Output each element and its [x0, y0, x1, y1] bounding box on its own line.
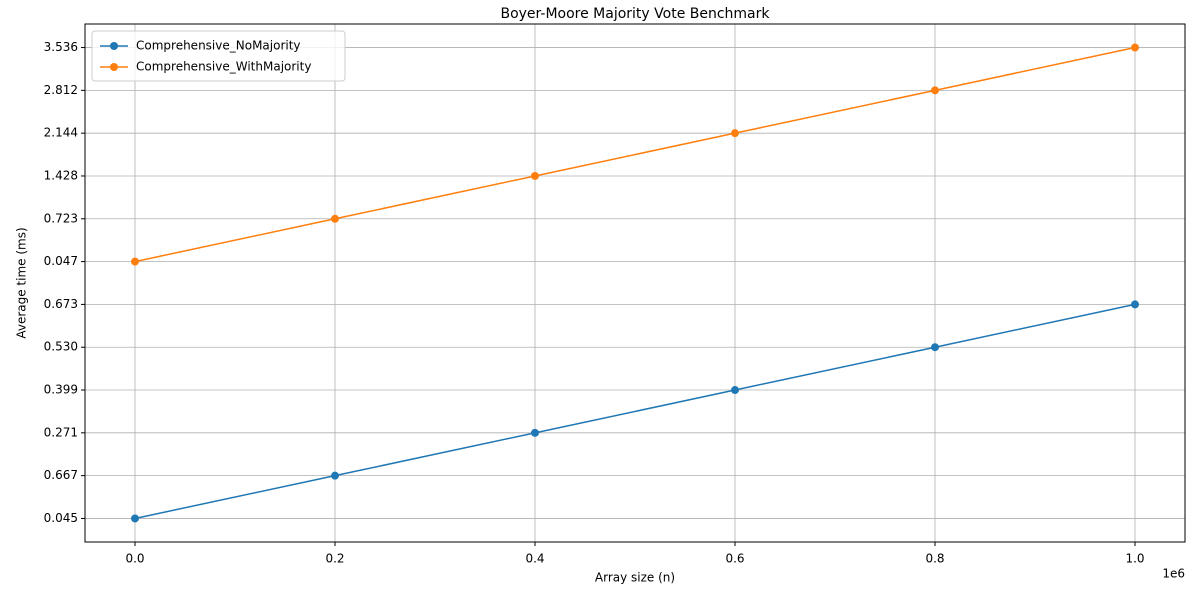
- x-axis-label: Array size (n): [595, 571, 675, 585]
- y-tick-label: 0.271: [44, 425, 78, 439]
- data-point: [1131, 300, 1139, 309]
- data-point: [931, 343, 939, 352]
- x-tick-label: 0.0: [125, 552, 144, 566]
- chart-title: Boyer-Moore Majority Vote Benchmark: [500, 6, 770, 22]
- x-tick-label: 0.4: [525, 552, 544, 566]
- x-tick-label: 1.0: [1125, 552, 1144, 566]
- y-tick-label: 2.144: [44, 126, 78, 140]
- series-line: [134, 46, 1136, 263]
- data-point: [531, 428, 539, 437]
- data-point: [731, 129, 739, 138]
- data-point: [931, 86, 939, 95]
- y-tick-label: 0.667: [44, 468, 78, 482]
- data-point: [1131, 43, 1139, 52]
- legend-marker: [110, 42, 118, 50]
- legend-label: Comprehensive_NoMajority: [136, 39, 301, 53]
- data-point: [131, 257, 139, 266]
- x-tick-label: 0.6: [725, 552, 744, 566]
- y-tick-label: 0.673: [44, 297, 78, 311]
- series-line: [134, 303, 1136, 520]
- data-point: [331, 214, 339, 223]
- x-tick-label: 0.2: [325, 552, 344, 566]
- y-tick-label: 3.536: [44, 40, 78, 54]
- data-point: [331, 471, 339, 480]
- legend: Comprehensive_NoMajority Comprehensive_Wi…: [91, 30, 346, 82]
- legend-box: [91, 30, 346, 82]
- y-tick-label: 1.428: [44, 168, 78, 182]
- y-tick-label: 0.530: [44, 340, 78, 354]
- y-tick-label: 0.045: [44, 511, 78, 525]
- y-axis-label: Average time (ms): [15, 227, 29, 338]
- x-tick-label: 0.8: [925, 552, 944, 566]
- x-offset-label: 1e6: [1162, 567, 1185, 581]
- legend-marker: [110, 63, 118, 71]
- y-tick-label: 2.812: [44, 83, 78, 97]
- y-tick-label: 0.047: [44, 254, 78, 268]
- data-point: [131, 514, 139, 523]
- legend-label: Comprehensive_WithMajority: [136, 60, 311, 74]
- y-tick-label: 0.399: [44, 383, 78, 397]
- data-point: [731, 386, 739, 395]
- y-tick-label: 0.723: [44, 211, 78, 225]
- plot-frame: [84, 23, 1186, 543]
- data-point: [531, 171, 539, 180]
